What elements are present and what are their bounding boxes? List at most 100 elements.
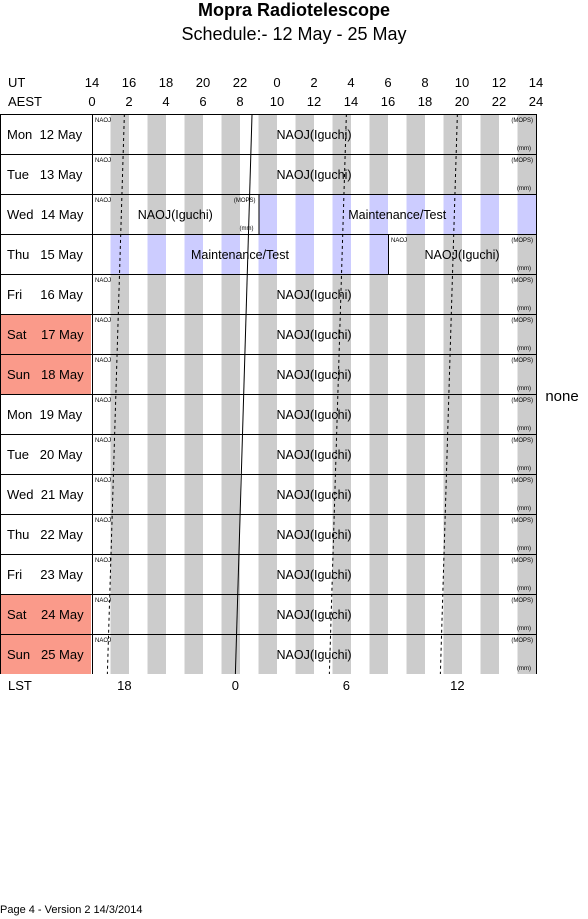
hour-stripe	[406, 234, 425, 274]
hour-stripe	[480, 234, 499, 274]
hour-stripe	[332, 554, 351, 594]
hour-stripe	[221, 354, 240, 394]
hour-stripe	[110, 394, 129, 434]
hour-stripe	[406, 514, 425, 554]
ut-tick: 20	[195, 75, 211, 90]
hour-stripe	[443, 594, 462, 634]
hour-stripe	[258, 474, 277, 514]
hour-stripe	[406, 554, 425, 594]
hour-stripe	[332, 474, 351, 514]
block-tag-mops: (MOPS)	[511, 278, 533, 284]
hour-stripe	[184, 514, 203, 554]
hour-stripe	[221, 114, 240, 154]
hour-stripe	[184, 594, 203, 634]
day-label: Thu 22 May	[7, 527, 83, 542]
hour-stripe	[369, 394, 388, 434]
aest-tick: 16	[380, 94, 396, 109]
block-tag-mm: (mm)	[517, 386, 531, 392]
hour-stripe	[258, 234, 277, 274]
schedule-grid: NAOJ(Iguchi) NAOJ (MOPS) (mm) NAOJ(Iguchi) NA…	[0, 114, 537, 674]
block-tag-mops: (MOPS)	[511, 158, 533, 164]
hour-stripe	[480, 274, 499, 314]
block-tag-mm: (mm)	[517, 266, 531, 272]
hour-stripe	[517, 474, 536, 514]
ut-tick: 18	[158, 75, 174, 90]
hour-stripe	[110, 274, 129, 314]
block-tag-naoj: NAOJ	[95, 358, 111, 364]
block-label: NAOJ(Iguchi)	[276, 448, 351, 462]
ut-tick: 16	[121, 75, 137, 90]
block-label: Maintenance/Test	[348, 208, 447, 222]
page-footer: Page 4 - Version 2 14/3/2014	[0, 904, 143, 916]
block-label: NAOJ(Iguchi)	[138, 208, 213, 222]
hour-stripe	[258, 634, 277, 674]
hour-stripe	[369, 274, 388, 314]
page-title: Mopra Radiotelescope	[197, 0, 391, 20]
aest-tick: 14	[343, 94, 359, 109]
hour-stripe	[369, 554, 388, 594]
ut-tick: 12	[491, 75, 507, 90]
hour-stripe	[369, 114, 388, 154]
hour-stripe	[258, 314, 277, 354]
hour-stripe	[517, 434, 536, 474]
hour-stripe	[184, 154, 203, 194]
hour-stripe	[184, 394, 203, 434]
hour-stripe	[443, 634, 462, 674]
block-tag-mm: (mm)	[517, 586, 531, 592]
aest-axis-label: AEST	[8, 94, 42, 109]
hour-stripe	[295, 114, 314, 154]
hour-stripe	[147, 554, 166, 594]
day-label: Mon 12 May	[7, 127, 83, 142]
hour-stripe	[110, 114, 129, 154]
hour-stripe	[406, 634, 425, 674]
hour-stripe	[147, 514, 166, 554]
lst-tick: 6	[342, 678, 350, 693]
lst-tick: 18	[117, 678, 132, 693]
hour-stripe	[258, 434, 277, 474]
hour-stripe	[480, 554, 499, 594]
hour-stripe	[480, 394, 499, 434]
hour-stripe	[295, 514, 314, 554]
hour-stripe	[406, 154, 425, 194]
hour-stripe	[480, 194, 499, 234]
hour-stripe	[147, 354, 166, 394]
hour-stripe	[443, 474, 462, 514]
block-tag-mm: (mm)	[240, 226, 254, 232]
hour-stripe	[406, 194, 425, 234]
aest-tick: 20	[454, 94, 470, 109]
hour-stripe	[110, 594, 129, 634]
block-label: NAOJ(Iguchi)	[276, 408, 351, 422]
hour-stripe	[221, 234, 240, 274]
aest-tick: 10	[269, 94, 285, 109]
block-tag-naoj: NAOJ	[95, 478, 111, 484]
hour-stripe	[258, 554, 277, 594]
day-label: Sun 25 May	[1, 635, 91, 674]
block-tag-mm: (mm)	[517, 506, 531, 512]
day-label: Fri 16 May	[7, 287, 83, 302]
hour-stripe	[221, 274, 240, 314]
hour-stripe	[406, 474, 425, 514]
ut-tick: 0	[273, 75, 281, 90]
day-label: Sat 17 May	[1, 315, 91, 354]
hour-stripe	[332, 594, 351, 634]
hour-stripe	[147, 194, 166, 234]
hour-stripe	[147, 274, 166, 314]
day-label: Sat 24 May	[1, 595, 91, 634]
hour-stripe	[517, 354, 536, 394]
hour-stripe	[110, 554, 129, 594]
hour-stripe	[110, 194, 129, 234]
hour-stripe	[480, 634, 499, 674]
hour-stripe	[406, 394, 425, 434]
hour-stripe	[332, 154, 351, 194]
hour-stripe	[480, 594, 499, 634]
hour-stripe	[406, 114, 425, 154]
aest-tick: 22	[491, 94, 507, 109]
ut-tick: 2	[310, 75, 318, 90]
lst-tick: 12	[450, 678, 465, 693]
block-tag-mm: (mm)	[517, 306, 531, 312]
block-tag-mops: (MOPS)	[511, 438, 533, 444]
hour-stripe	[258, 274, 277, 314]
hour-stripe	[369, 594, 388, 634]
hour-stripe	[184, 354, 203, 394]
hour-stripe	[147, 314, 166, 354]
